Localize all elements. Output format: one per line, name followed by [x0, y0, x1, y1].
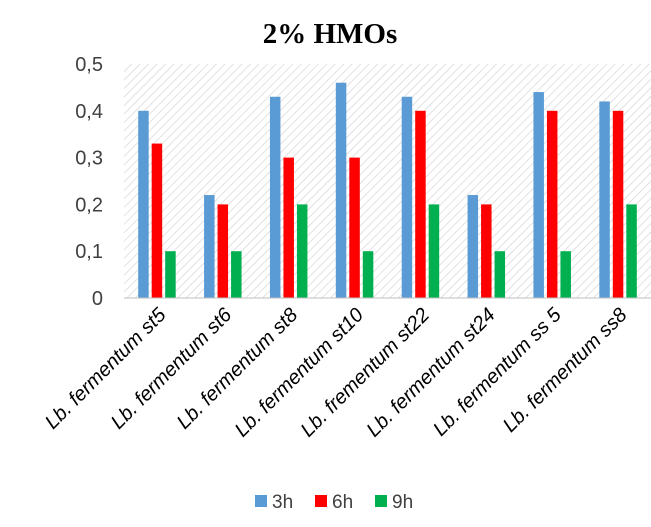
y-tick-label: 0,2 [75, 194, 103, 216]
bar-3h-3 [269, 96, 281, 298]
y-tick-label: 0 [92, 288, 103, 310]
y-axis: 0 0,1 0,2 0,3 0,4 0,5 [75, 54, 103, 310]
legend-label: 6h [332, 492, 353, 513]
x-category-label: Lb. fermentum ss 5 [429, 303, 566, 440]
bar-9h-7 [560, 251, 571, 298]
x-category-label: Lb. fermentum ss8 [499, 304, 632, 437]
y-tick-label: 0,4 [75, 101, 103, 123]
bar-9h-5 [428, 204, 440, 298]
legend: 3h 6h 9h [255, 492, 413, 513]
bar-9h-3 [296, 204, 308, 298]
legend-swatch-6h [315, 495, 327, 507]
bar-6h-7 [546, 110, 558, 298]
bar-6h-3 [283, 157, 294, 298]
legend-swatch-9h [375, 495, 387, 507]
bar-9h-1 [165, 251, 176, 298]
x-category-label: Lb. fermentum st6 [107, 303, 237, 433]
bar-9h-2 [231, 251, 242, 298]
x-category-label: Lb. fermentum st5 [41, 303, 171, 433]
chart-title: 2% HMOs [263, 18, 398, 50]
bar-6h-2 [217, 204, 229, 298]
x-category-label: Lb. frementum st22 [297, 304, 434, 441]
bar-6h-1 [151, 143, 163, 298]
bars [138, 82, 637, 298]
bar-9h-4 [362, 251, 374, 298]
bar-9h-8 [626, 204, 637, 298]
y-tick-label: 0,5 [75, 54, 103, 76]
x-category-label: Lb. fermentum st10 [231, 304, 368, 441]
bar-3h-2 [204, 195, 215, 298]
bar-9h-6 [494, 251, 506, 298]
bar-3h-1 [138, 110, 149, 298]
bar-6h-6 [481, 204, 492, 298]
bar-3h-8 [599, 101, 610, 298]
bar-3h-5 [401, 96, 413, 298]
plot-area [124, 64, 651, 298]
bar-6h-4 [349, 157, 360, 298]
bar-3h-6 [467, 195, 479, 298]
x-category-label: Lb. fermentum st24 [362, 304, 499, 441]
y-tick-label: 0,1 [75, 241, 103, 263]
legend-label: 9h [392, 492, 413, 513]
bar-3h-7 [533, 92, 544, 298]
legend-swatch-3h [255, 495, 267, 507]
y-tick-label: 0,3 [75, 148, 103, 170]
bar-6h-5 [415, 110, 426, 298]
bar-3h-4 [335, 82, 347, 298]
legend-label: 3h [272, 492, 293, 513]
x-category-label: Lb. fermentum st8 [173, 304, 303, 434]
bar-6h-8 [612, 110, 624, 298]
